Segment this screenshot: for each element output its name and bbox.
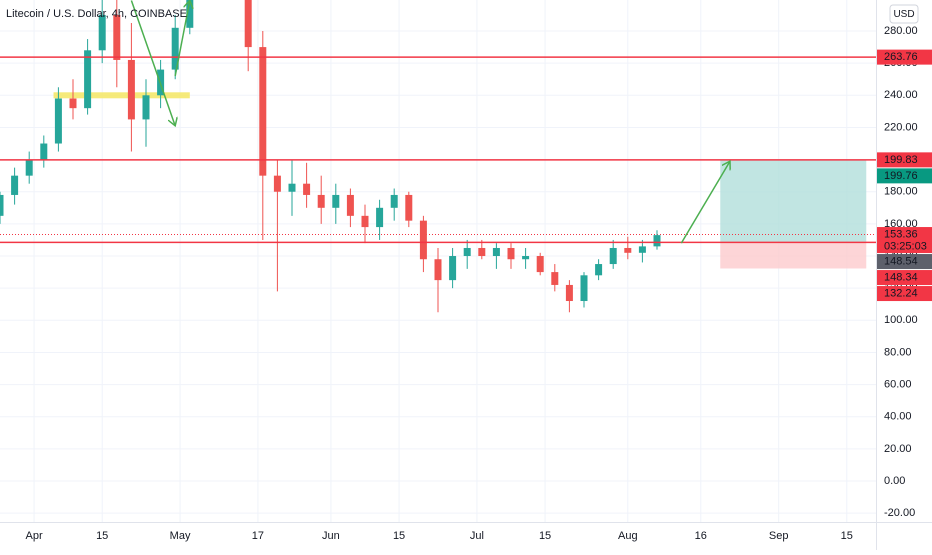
candle-body (0, 194, 4, 216)
x-tick-label: Apr (26, 530, 43, 542)
price-tag-label: 199.83 (884, 154, 918, 166)
x-tick-label: Sep (769, 530, 789, 542)
candle-body (142, 95, 150, 120)
y-tick-label: 40.00 (884, 411, 912, 423)
candle-body (332, 194, 340, 208)
price-tag-label: 153.36 (884, 228, 918, 240)
arrow (174, 0, 190, 77)
candle-body (653, 235, 661, 247)
y-tick-label: 0.00 (884, 475, 905, 487)
y-tick-label: 220.00 (884, 121, 918, 133)
candle-body (463, 247, 471, 257)
price-tag-label: 132.24 (884, 287, 918, 299)
y-tick-label: 280.00 (884, 25, 918, 37)
y-tick-label: 80.00 (884, 346, 912, 358)
arrow (680, 161, 730, 244)
candle-body (478, 247, 486, 257)
candle-body (376, 207, 384, 228)
candle-body (25, 159, 33, 176)
candle-body (98, 14, 106, 51)
candle-body (536, 256, 544, 273)
candle-body (449, 256, 457, 281)
candle-body (186, 0, 194, 28)
currency-button[interactable] (889, 4, 919, 24)
profit-zone (720, 159, 867, 243)
currency-label: USD (893, 9, 914, 20)
price-tag (877, 168, 932, 184)
x-tick-label: 16 (695, 530, 707, 542)
price-tag-label: 148.34 (884, 271, 918, 283)
axes: -20.000.0020.0040.0060.0080.00100.00120.… (26, 25, 932, 542)
x-tick-label: 17 (252, 530, 264, 542)
plot-area (0, 0, 876, 522)
candle-body (507, 247, 515, 260)
price-tag-label: 199.76 (884, 170, 918, 182)
candle-body (390, 194, 398, 208)
arrow (130, 0, 175, 125)
candle-body (288, 183, 296, 192)
x-tick-label: May (170, 530, 191, 542)
candle-body (69, 98, 77, 109)
price-tag-label: 263.76 (884, 51, 918, 63)
x-tick-label: 15 (841, 530, 853, 542)
x-tick-label: Jul (470, 530, 484, 542)
candle-body (609, 247, 617, 265)
y-tick-label: 180.00 (884, 186, 918, 198)
candle-body (551, 272, 559, 285)
y-tick-label: 60.00 (884, 378, 912, 390)
candle-body (565, 284, 573, 302)
price-tag (877, 227, 932, 254)
candle-body (346, 194, 354, 216)
candle-body (419, 220, 427, 260)
loss-zone (720, 242, 867, 269)
candle-body (40, 143, 48, 160)
highlight-band (53, 92, 190, 99)
candle-body (361, 215, 369, 228)
candle-body (595, 264, 603, 276)
x-tick-label: 15 (393, 530, 405, 542)
candle-body (624, 247, 632, 253)
candle-body (522, 256, 530, 260)
x-tick-label: Jun (322, 530, 340, 542)
y-tick-label: 100.00 (884, 314, 918, 326)
candle-body (171, 27, 179, 70)
candle-body (405, 194, 413, 221)
countdown-label: 03:25:03 (884, 240, 927, 252)
x-tick-label: 15 (539, 530, 551, 542)
y-tick-label: 20.00 (884, 443, 912, 455)
candle-body (11, 175, 19, 195)
chart-title: Litecoin / U.S. Dollar, 4h, COINBASE (6, 8, 187, 20)
price-tag (877, 254, 932, 270)
x-tick-label: Aug (618, 530, 638, 542)
candle-body (244, 0, 252, 48)
price-tag (877, 152, 932, 168)
candle-body (317, 194, 325, 208)
price-tag (877, 49, 932, 65)
candle-body (127, 59, 135, 120)
candle-body (84, 50, 92, 109)
candle-body (434, 259, 442, 281)
y-tick-label: 240.00 (884, 89, 918, 101)
price-tag (877, 270, 932, 286)
candle-body (273, 175, 281, 192)
candle-body (113, 14, 121, 60)
price-tag-label: 148.54 (884, 255, 918, 267)
candle-body (580, 275, 588, 302)
candle-body (54, 98, 62, 144)
candle-body (303, 183, 311, 195)
x-tick-label: 15 (96, 530, 108, 542)
candle-body (259, 47, 267, 176)
candle-body (492, 247, 500, 257)
candle-body (638, 246, 646, 253)
y-tick-label: 160.00 (884, 218, 918, 230)
y-tick-label: -20.00 (884, 507, 915, 519)
price-tag (877, 286, 932, 302)
